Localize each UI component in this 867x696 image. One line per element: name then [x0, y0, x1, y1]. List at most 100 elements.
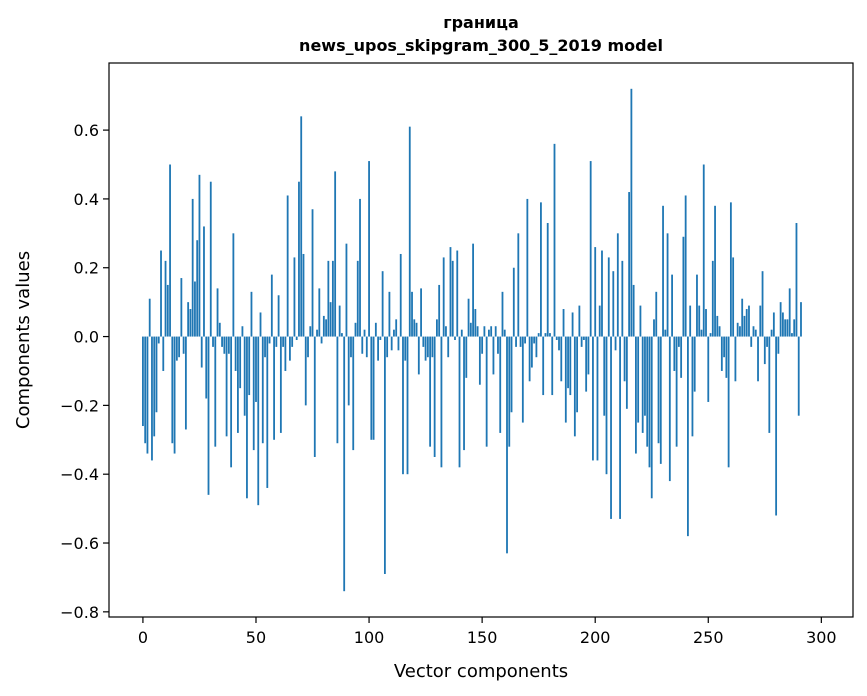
bar-248	[702, 164, 705, 337]
bar-291	[800, 302, 802, 337]
bar-174	[535, 336, 538, 358]
bar-164	[512, 267, 515, 337]
bar-36	[223, 336, 226, 354]
bar-50	[255, 336, 257, 402]
bar-289	[795, 223, 798, 337]
bar-175	[537, 333, 540, 337]
bar-217	[632, 284, 635, 337]
bar-18	[182, 336, 185, 354]
bar-39	[230, 336, 233, 468]
bar-285	[786, 319, 789, 337]
bar-45	[243, 336, 246, 416]
bar-179	[546, 223, 549, 337]
bar-278	[770, 329, 773, 337]
bar-288	[793, 319, 796, 337]
bar-192	[576, 336, 579, 413]
bar-257	[723, 336, 726, 358]
bar-71	[302, 253, 305, 337]
x-tick-label: 250	[693, 628, 724, 647]
y-tick-label: −0.4	[60, 465, 99, 484]
bar-0	[142, 336, 144, 427]
bar-206	[607, 257, 610, 337]
bar-194	[580, 336, 583, 347]
bar-113	[397, 336, 400, 351]
bar-64	[286, 195, 289, 337]
bar-235	[673, 336, 676, 371]
bar-24	[196, 240, 199, 337]
bar-112	[395, 319, 398, 337]
bar-119	[411, 291, 413, 337]
bar-109	[388, 291, 391, 337]
bar-22	[191, 198, 194, 337]
bar-38	[227, 336, 230, 354]
bar-237	[677, 336, 680, 347]
bar-156	[494, 326, 497, 337]
bar-220	[639, 305, 642, 337]
bar-282	[779, 302, 782, 337]
x-tick-label: 100	[354, 628, 385, 647]
bar-88	[341, 333, 343, 337]
bar-31	[212, 336, 214, 347]
bar-118	[408, 126, 411, 337]
bar-42	[237, 336, 239, 433]
bar-142	[463, 336, 465, 451]
bar-143	[465, 336, 468, 378]
bar-255	[718, 326, 721, 337]
bar-90	[345, 243, 348, 337]
y-axis-ticks: −0.8 −0.6 −0.4 −0.2 0.0 0.2 0.4 0.6	[60, 121, 109, 622]
bar-260	[729, 202, 732, 337]
bar-114	[399, 253, 402, 337]
bar-172	[530, 336, 533, 368]
bar-35	[221, 336, 223, 347]
bar-219	[637, 336, 640, 423]
bar-240	[684, 195, 687, 337]
bar-201	[596, 336, 599, 461]
bar-116	[404, 336, 407, 361]
bar-89	[343, 336, 346, 592]
bar-169	[524, 336, 526, 344]
bar-283	[781, 312, 784, 337]
bar-33	[216, 288, 219, 337]
bar-185	[560, 336, 563, 382]
bar-44	[241, 326, 244, 337]
bar-10	[164, 260, 167, 337]
bar-73	[307, 336, 309, 358]
bar-87	[338, 305, 341, 337]
bar-145	[469, 322, 472, 337]
bar-271	[754, 329, 757, 337]
bar-96	[359, 198, 361, 337]
x-tick-label: 150	[467, 628, 498, 647]
bar-177	[542, 336, 545, 396]
bar-117	[406, 336, 409, 475]
bars-group	[142, 88, 802, 592]
bar-202	[598, 305, 601, 337]
bar-3	[148, 298, 151, 337]
bar-126	[426, 336, 429, 358]
bar-41	[234, 336, 237, 371]
bar-101	[370, 336, 373, 440]
bar-65	[289, 336, 291, 361]
bar-130	[436, 319, 438, 337]
bar-48	[250, 291, 253, 337]
bar-209	[614, 336, 617, 351]
bar-57	[270, 274, 273, 337]
bar-120	[413, 319, 416, 337]
bar-215	[628, 192, 631, 337]
bar-258	[725, 336, 728, 378]
bar-290	[797, 336, 800, 416]
bar-193	[578, 305, 581, 337]
bar-246	[698, 305, 701, 337]
bar-82	[327, 260, 330, 337]
bar-61	[279, 336, 282, 433]
y-axis-label: Components values	[13, 251, 34, 429]
bar-54	[264, 336, 266, 358]
bar-67	[293, 257, 296, 337]
bar-208	[612, 271, 615, 337]
bar-284	[784, 319, 787, 337]
bar-163	[510, 336, 513, 413]
bar-110	[390, 336, 393, 351]
bar-279	[772, 312, 775, 337]
bar-252	[711, 260, 714, 337]
x-tick-label: 50	[246, 628, 266, 647]
bar-241	[687, 336, 689, 537]
